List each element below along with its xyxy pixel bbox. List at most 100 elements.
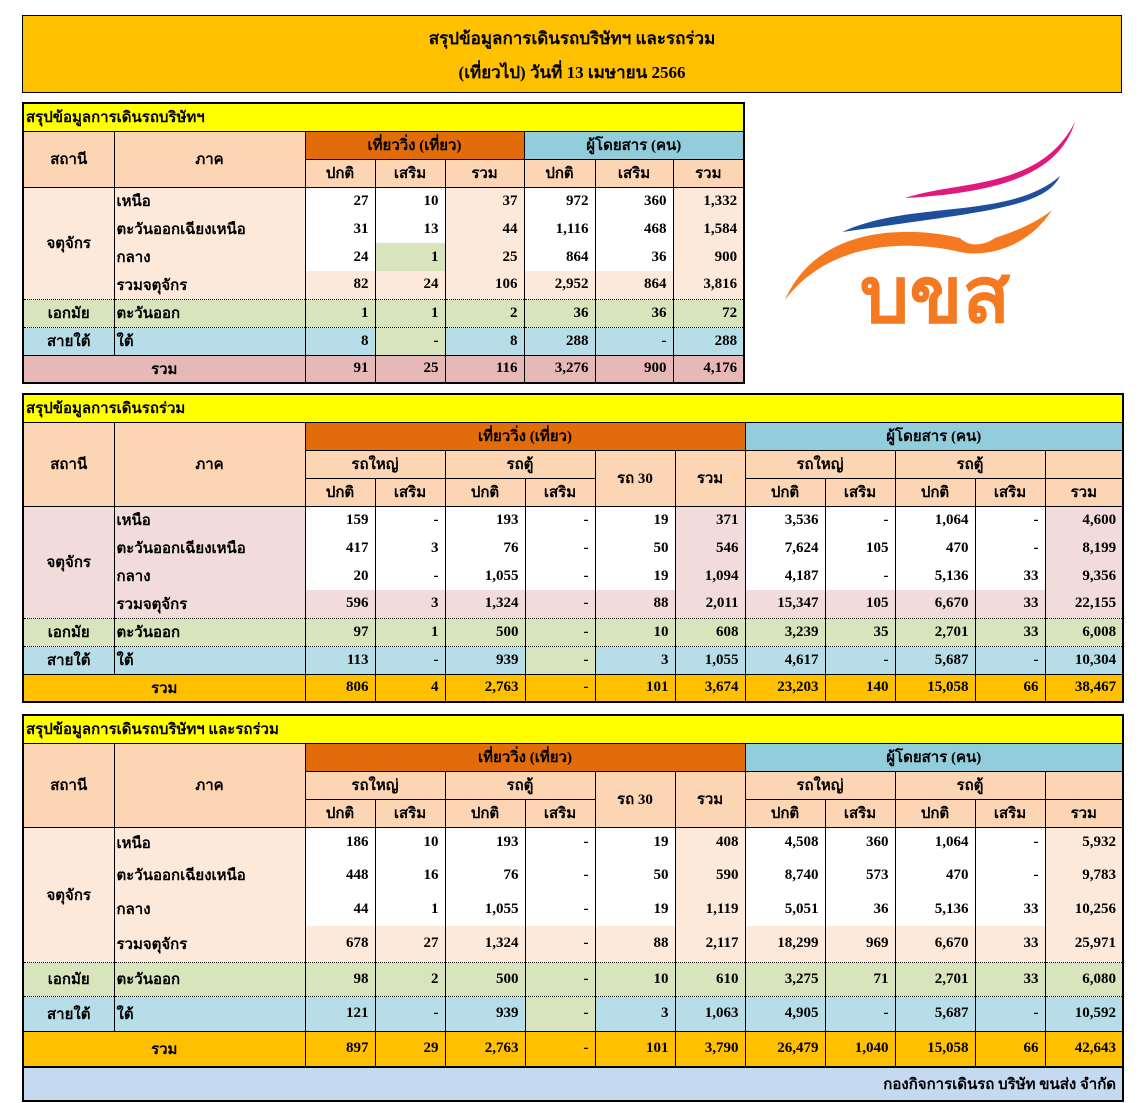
value-cell: 3 [594, 645, 676, 674]
station-cell: จตุจักร [22, 506, 115, 618]
value-cell: 31 [304, 215, 376, 243]
station-cell: จตุจักร [22, 827, 115, 962]
header-van: รถตู้ [444, 770, 596, 800]
value-cell: 596 [304, 590, 376, 618]
value-cell: 939 [444, 995, 526, 1031]
value-cell: 25 [444, 243, 525, 271]
region-cell: ตะวันออก [113, 298, 306, 327]
header-total: รวม [444, 158, 525, 188]
value-cell: 76 [444, 858, 526, 892]
header-total: รวม [1044, 477, 1124, 507]
value-cell: - [824, 506, 896, 534]
value-cell: 4,508 [744, 827, 826, 858]
header-total: รวม [674, 449, 746, 507]
logo-orange-swoosh [785, 210, 1052, 300]
header-region: ภาค [113, 742, 306, 828]
value-cell: 36 [594, 243, 674, 271]
total-value-cell: - [524, 1030, 596, 1067]
header-extra: เสริม [824, 477, 896, 507]
value-cell: 82 [304, 271, 376, 299]
value-cell: - [524, 590, 596, 618]
station-cell: สายใต้ [22, 645, 115, 674]
value-cell: 5,687 [894, 995, 976, 1031]
value-cell: 105 [824, 590, 896, 618]
header-big-bus: รถใหญ่ [304, 449, 446, 479]
header-bus30: รถ 30 [594, 770, 676, 828]
total-label: รวม [22, 673, 306, 702]
total-value-cell: 91 [304, 354, 376, 383]
value-cell: 8,199 [1044, 534, 1124, 562]
value-cell: 1 [374, 243, 446, 271]
value-cell: - [374, 562, 446, 590]
header-station: สถานี [22, 742, 115, 828]
value-cell: 1,324 [444, 590, 526, 618]
value-cell: 3,816 [672, 271, 745, 299]
combined-summary-table: สรุปข้อมูลการเดินรถบริษัทฯ และรถร่วม สถาน… [22, 714, 1125, 1102]
value-cell: 27 [304, 187, 376, 215]
value-cell: 288 [523, 326, 596, 355]
header-total: รวม [674, 770, 746, 828]
value-cell: - [974, 858, 1046, 892]
value-cell: 864 [594, 271, 674, 299]
bks-logo: บขส [785, 122, 1075, 340]
station-cell: เอกมัย [22, 298, 115, 327]
table-row: เอกมัย ตะวันออก 98 2 500-10 610 3,275 71 2,701 33… [22, 961, 1124, 996]
header-normal: ปกติ [894, 477, 976, 507]
header-big-bus: รถใหญ่ [744, 770, 896, 800]
value-cell: 2 [444, 298, 525, 327]
total-value-cell: 26,479 [744, 1030, 826, 1067]
table-row: สถานี ภาค เที่ยววิ่ง (เที่ยว) ผู้โดยสาร (คน… [22, 742, 1124, 828]
total-value-cell: 38,467 [1044, 673, 1124, 702]
header-extra: เสริม [374, 158, 446, 188]
region-cell: ใต้ [113, 645, 306, 674]
value-cell: 2,952 [523, 271, 596, 299]
region-cell: ตะวันออกเฉียงเหนือ [113, 215, 306, 243]
value-cell: 5,136 [894, 562, 976, 590]
table-row: รวมจตุจักร 596 3 1,324-88 2,011 15,347 105 6,67… [23, 590, 1124, 618]
table-row: รวม 806 4 2,763-101 3,674 23,203 140 15,058 66 38… [22, 673, 1124, 702]
value-cell: 5,687 [894, 645, 976, 674]
report-title-line2: (เที่ยวไป) วันที่ 13 เมษายน 2566 [458, 63, 686, 82]
region-cell: ตะวันออกเฉียงเหนือ [113, 858, 306, 892]
value-cell: 678 [304, 926, 376, 962]
value-cell: - [824, 562, 896, 590]
region-cell: รวมจตุจักร [113, 926, 306, 962]
header-normal: ปกติ [894, 798, 976, 828]
value-cell: 417 [304, 534, 376, 562]
value-cell: 33 [974, 590, 1046, 618]
header-extra: เสริม [374, 477, 446, 507]
value-cell: 33 [974, 926, 1046, 962]
joint-operator-summary-table: สรุปข้อมูลการเดินรถร่วม สถานี ภาค เที่ยววิ่… [22, 393, 1125, 703]
value-cell: 37 [444, 187, 525, 215]
value-cell: 1,094 [674, 562, 746, 590]
region-cell: ตะวันออกเฉียงเหนือ [113, 534, 306, 562]
value-cell: 76 [444, 534, 526, 562]
header-normal: ปกติ [304, 798, 376, 828]
value-cell: 1,055 [444, 562, 526, 590]
table-row: สายใต้ ใต้ 8-8 288-288 [22, 326, 745, 355]
report-title: สรุปข้อมูลการเดินรถบริษัทฯ และรถร่วม (เท… [22, 15, 1122, 93]
total-value-cell: 29 [374, 1030, 446, 1067]
value-cell: 2,701 [894, 617, 976, 646]
value-cell: 8,740 [744, 858, 826, 892]
logo-pink-stripe [905, 122, 1075, 198]
value-cell: 24 [374, 271, 446, 299]
region-cell: ตะวันออก [113, 617, 306, 646]
value-cell: - [524, 961, 596, 996]
value-cell: 44 [304, 892, 376, 926]
value-cell: 8 [444, 326, 525, 355]
total-value-cell: - [524, 673, 596, 702]
value-cell: 360 [594, 187, 674, 215]
table-row: จตุจักร เหนือ 186 10 193-19 408 4,508 360 1,064-… [22, 827, 1124, 962]
header-station: สถานี [22, 130, 115, 188]
header-normal: ปกติ [304, 158, 376, 188]
total-value-cell: 2,763 [444, 1030, 526, 1067]
value-cell: 546 [674, 534, 746, 562]
value-cell: 500 [444, 961, 526, 996]
table-row: รวม 91 25 116 3,276 900 4,176 [22, 354, 745, 383]
header-extra: เสริม [374, 798, 446, 828]
header-total: รวม [672, 158, 745, 188]
value-cell: - [594, 326, 674, 355]
table-row: รวมจตุจักร 678 27 1,324-88 2,117 18,299 969 6,6… [23, 926, 1124, 962]
header-extra: เสริม [974, 798, 1046, 828]
